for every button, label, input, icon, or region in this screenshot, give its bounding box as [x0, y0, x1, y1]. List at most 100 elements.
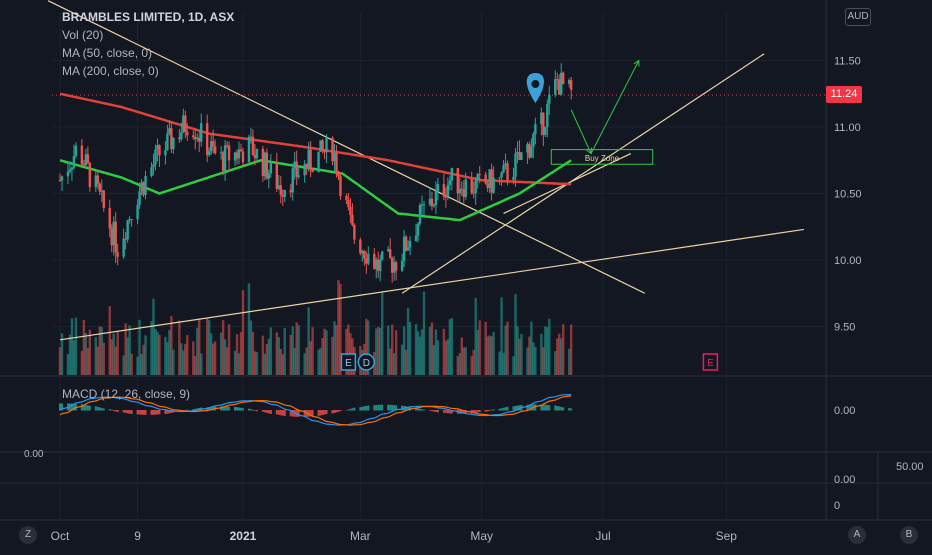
macd-histogram-bar	[558, 406, 561, 411]
candle-body	[178, 137, 181, 140]
candle-body	[156, 145, 159, 150]
currency-button[interactable]: AUD	[845, 8, 871, 26]
candle-body	[291, 168, 294, 193]
macd-histogram-bar	[283, 410, 286, 417]
macd-histogram-bar	[269, 410, 272, 414]
y-tick-label: 9.50	[834, 322, 855, 334]
candle-body	[558, 79, 561, 95]
candle-body	[554, 79, 557, 95]
candle-body	[498, 177, 501, 179]
candle-body	[432, 205, 436, 207]
volume-bar	[207, 320, 211, 375]
macd-histogram-bar	[562, 407, 565, 411]
study-ma50[interactable]: MA (50, close, 0)	[62, 46, 153, 60]
macd-histogram-bar	[484, 410, 487, 412]
volume-bar	[144, 335, 147, 375]
volume-bar	[98, 326, 101, 375]
volume-bar	[434, 329, 438, 375]
volume-bar	[430, 322, 434, 375]
candle-body	[363, 250, 366, 259]
macd-histogram-bar	[94, 406, 97, 411]
volume-bar	[80, 350, 84, 375]
grid	[0, 0, 932, 521]
volume-bar	[450, 318, 454, 375]
macd-histogram-bar	[363, 406, 366, 411]
candle-body	[293, 161, 296, 169]
candle-body	[307, 149, 310, 169]
volume-bar	[402, 326, 406, 375]
macd-histogram-bar	[407, 406, 410, 411]
candle-body	[112, 221, 115, 246]
candle-body	[138, 191, 141, 205]
macd-histogram-bar	[210, 406, 213, 411]
candle-body	[420, 204, 424, 206]
candle-body	[150, 167, 153, 177]
candle-body	[319, 140, 322, 152]
volume-bar	[458, 353, 461, 375]
macd-histogram-bar	[333, 410, 336, 413]
candle-body	[486, 183, 489, 188]
study-vol[interactable]: Vol (20)	[62, 28, 104, 42]
volume-bar	[460, 337, 463, 375]
ma200-line	[59, 92, 572, 186]
candle-body	[526, 144, 529, 153]
buy-zone-label: Buy Zone	[585, 154, 620, 163]
volume-bar	[484, 322, 487, 375]
volume-bar	[400, 344, 404, 375]
x-tick-label: Mar	[350, 529, 371, 543]
macd-histogram-bar	[395, 405, 398, 411]
candle-body	[520, 152, 523, 160]
macd-histogram-bar	[540, 404, 543, 411]
candle-body	[349, 206, 352, 215]
study-ma200[interactable]: MA (200, close, 0)	[62, 64, 159, 78]
candle-body	[347, 199, 350, 207]
candle-body	[239, 149, 243, 152]
volume-bar	[303, 353, 306, 375]
volume-bar	[394, 330, 398, 375]
macd-histogram-bar	[478, 410, 481, 413]
candle-body	[430, 198, 434, 207]
candle-body	[283, 189, 286, 197]
macd-histogram-bar	[255, 410, 258, 412]
macd-legend[interactable]: MACD (12, 26, close, 9)	[62, 387, 191, 401]
candle-body	[136, 204, 139, 220]
volume-bar	[239, 332, 243, 375]
volume-bar	[307, 307, 310, 375]
macd-histogram-bar	[156, 410, 159, 415]
volume-bar	[470, 355, 473, 375]
candle-body	[422, 204, 426, 206]
volume-bar	[506, 321, 509, 375]
volume-bar	[74, 317, 78, 375]
macd-histogram-bar	[60, 403, 63, 411]
volume-bar	[209, 333, 213, 375]
candle-body	[84, 154, 88, 166]
volume-bar	[347, 324, 350, 375]
volume-bar	[108, 306, 111, 375]
macd-histogram-bar	[377, 404, 380, 411]
candle-body	[450, 168, 454, 181]
candle-body	[386, 249, 390, 252]
auto-scale-button[interactable]: A	[848, 526, 866, 544]
volume-bar	[261, 335, 265, 375]
macd-histogram-bar	[281, 410, 284, 416]
candle-body	[180, 132, 183, 140]
volume-bar	[416, 331, 420, 375]
volume-bar	[251, 331, 255, 375]
candle-body	[400, 260, 404, 271]
trendlines[interactable]	[47, 0, 826, 341]
event-marker-label: E	[345, 358, 352, 369]
candle-body	[490, 169, 493, 193]
log-scale-button[interactable]: B	[900, 526, 918, 544]
volume-bar	[289, 335, 292, 375]
macd-histogram-bar	[303, 410, 306, 417]
macd-histogram-bar	[526, 404, 529, 411]
volume-bar	[432, 345, 436, 375]
zoom-button[interactable]: Z	[19, 526, 37, 544]
volume-bar	[474, 297, 477, 375]
volume-bar	[528, 336, 531, 375]
macd-histogram-bar	[267, 410, 270, 414]
extra-pane-tick: 50.00	[896, 461, 924, 473]
